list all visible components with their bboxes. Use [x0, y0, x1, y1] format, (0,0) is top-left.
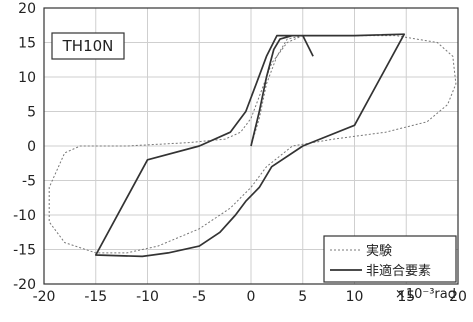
legend-label-model: 非適合要素 [366, 263, 431, 279]
y-tick-label: 5 [27, 105, 36, 121]
series-experiment-line [48, 35, 457, 254]
x-tick-label: 10 [346, 289, 364, 305]
specimen-label-box [51, 32, 125, 60]
x-tick-label: -15 [84, 289, 107, 305]
legend-box [323, 235, 457, 283]
legend-label-experiment: 実験 [366, 243, 392, 259]
y-tick-label: -10 [13, 208, 36, 224]
y-tick-label: 15 [18, 36, 36, 52]
y-tick-label: 20 [18, 1, 36, 17]
y-tick-label: -5 [22, 174, 36, 190]
y-tick-label: -15 [13, 243, 36, 259]
x-tick-label: 20 [449, 289, 467, 305]
legend: 実験 非適合要素 [323, 235, 457, 283]
tick-labels: -20 -15 -10 -5 0 5 10 15 20 -20 -15 -10 -5 0 5 10 15 20 [13, 1, 467, 305]
plot-frame [43, 7, 459, 285]
y-tick-label: 0 [27, 139, 36, 155]
series-model-line [94, 33, 406, 258]
y-tick-label: -20 [13, 277, 36, 293]
specimen-label: TH10N [62, 37, 114, 55]
x-tick-label: -5 [192, 289, 206, 305]
x-axis-unit-label: ×10⁻³rad [395, 287, 456, 302]
x-tick-label: -20 [33, 289, 56, 305]
x-tick-label: 15 [397, 289, 415, 305]
x-tick-label: 5 [298, 289, 307, 305]
x-tick-label: -10 [136, 289, 159, 305]
series-layer [48, 33, 457, 258]
y-tick-label: 10 [18, 70, 36, 86]
x-tick-label: 0 [247, 289, 256, 305]
